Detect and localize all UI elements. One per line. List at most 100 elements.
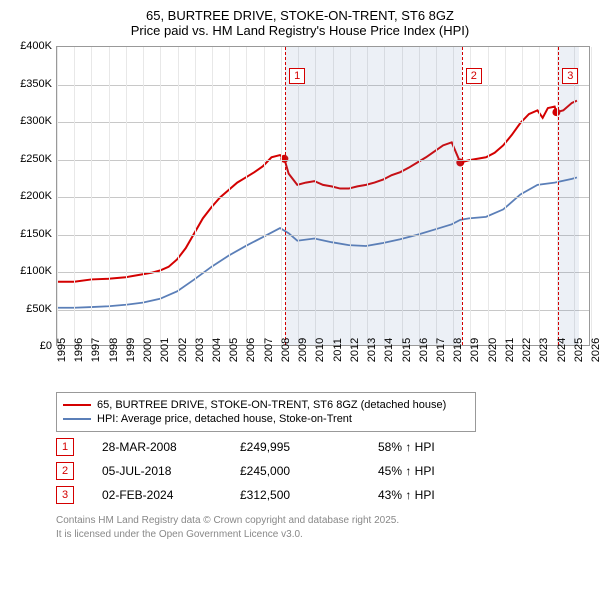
x-tick-label: 2008 <box>280 338 292 362</box>
y-tick-label: £300K <box>20 115 52 127</box>
gridline-vertical <box>591 47 592 345</box>
event-price: £312,500 <box>240 488 350 502</box>
legend-label: HPI: Average price, detached house, Stok… <box>97 413 352 425</box>
y-tick-label: £50K <box>26 303 52 315</box>
gridline-vertical <box>178 47 179 345</box>
gridline-vertical <box>470 47 471 345</box>
event-number-box: 2 <box>56 462 74 480</box>
event-number-box: 3 <box>56 486 74 504</box>
gridline-vertical <box>109 47 110 345</box>
x-tick-label: 2026 <box>590 338 600 362</box>
shaded-band <box>285 47 462 345</box>
event-date: 28-MAR-2008 <box>102 440 212 454</box>
event-row: 1 28-MAR-2008 £249,995 58% ↑ HPI <box>56 438 590 456</box>
event-marker-box: 3 <box>562 68 578 84</box>
footer-attribution: Contains HM Land Registry data © Crown c… <box>56 514 590 541</box>
gridline-vertical <box>505 47 506 345</box>
footer-line2: It is licensed under the Open Government… <box>56 528 590 542</box>
gridline-vertical <box>264 47 265 345</box>
event-delta: 43% ↑ HPI <box>378 488 488 502</box>
x-tick-label: 1995 <box>56 338 68 362</box>
legend-item: HPI: Average price, detached house, Stok… <box>63 413 469 425</box>
event-line <box>462 47 463 345</box>
x-tick-label: 2000 <box>142 338 154 362</box>
gridline-vertical <box>539 47 540 345</box>
gridline-vertical <box>195 47 196 345</box>
title-line2: Price paid vs. HM Land Registry's House … <box>10 23 590 38</box>
event-row: 3 02-FEB-2024 £312,500 43% ↑ HPI <box>56 486 590 504</box>
x-tick-label: 2007 <box>263 338 275 362</box>
gridline-vertical <box>229 47 230 345</box>
gridline-vertical <box>57 47 58 345</box>
x-tick-label: 2016 <box>418 338 430 362</box>
event-date: 02-FEB-2024 <box>102 488 212 502</box>
gridline-vertical <box>126 47 127 345</box>
title-line1: 65, BURTREE DRIVE, STOKE-ON-TRENT, ST6 8… <box>10 8 590 23</box>
gridline-vertical <box>281 47 282 345</box>
x-tick-label: 2010 <box>314 338 326 362</box>
x-axis: 1995199619971998199920002001200220032004… <box>56 346 590 386</box>
gridline-vertical <box>488 47 489 345</box>
y-tick-label: £200K <box>20 190 52 202</box>
x-tick-label: 2018 <box>452 338 464 362</box>
x-tick-label: 2017 <box>435 338 447 362</box>
gridline-vertical <box>143 47 144 345</box>
x-tick-label: 2006 <box>245 338 257 362</box>
event-price: £249,995 <box>240 440 350 454</box>
event-delta: 45% ↑ HPI <box>378 464 488 478</box>
event-line <box>558 47 559 345</box>
x-tick-label: 2012 <box>349 338 361 362</box>
x-tick-label: 1996 <box>73 338 85 362</box>
event-line <box>285 47 286 345</box>
gridline-vertical <box>160 47 161 345</box>
shaded-band <box>558 47 579 345</box>
x-tick-label: 2024 <box>556 338 568 362</box>
events-table: 1 28-MAR-2008 £249,995 58% ↑ HPI 2 05-JUL-201… <box>56 438 590 504</box>
legend-item: 65, BURTREE DRIVE, STOKE-ON-TRENT, ST6 8… <box>63 399 469 411</box>
y-tick-label: £400K <box>20 40 52 52</box>
gridline-vertical <box>246 47 247 345</box>
plot-area: 1 2 3 <box>56 46 590 346</box>
event-delta: 58% ↑ HPI <box>378 440 488 454</box>
gridline-vertical <box>74 47 75 345</box>
gridline-vertical <box>522 47 523 345</box>
x-tick-label: 2021 <box>504 338 516 362</box>
legend-swatch <box>63 418 91 420</box>
event-row: 2 05-JUL-2018 £245,000 45% ↑ HPI <box>56 462 590 480</box>
x-tick-label: 2009 <box>297 338 309 362</box>
x-tick-label: 2001 <box>159 338 171 362</box>
event-number-box: 1 <box>56 438 74 456</box>
x-tick-label: 2004 <box>211 338 223 362</box>
y-axis: £0£50K£100K£150K£200K£250K£300K£350K£400… <box>10 46 56 346</box>
x-tick-label: 2003 <box>194 338 206 362</box>
x-tick-label: 2005 <box>228 338 240 362</box>
y-tick-label: £0 <box>40 340 52 352</box>
x-tick-label: 2022 <box>521 338 533 362</box>
y-tick-label: £250K <box>20 153 52 165</box>
price-chart: £0£50K£100K£150K£200K£250K£300K£350K£400… <box>10 46 590 386</box>
x-tick-label: 1999 <box>125 338 137 362</box>
event-price: £245,000 <box>240 464 350 478</box>
event-marker-box: 2 <box>466 68 482 84</box>
x-tick-label: 2023 <box>538 338 550 362</box>
x-tick-label: 1997 <box>90 338 102 362</box>
x-tick-label: 1998 <box>108 338 120 362</box>
x-tick-label: 2014 <box>383 338 395 362</box>
legend: 65, BURTREE DRIVE, STOKE-ON-TRENT, ST6 8… <box>56 392 476 432</box>
x-tick-label: 2015 <box>401 338 413 362</box>
x-tick-label: 2013 <box>366 338 378 362</box>
x-tick-label: 2002 <box>177 338 189 362</box>
footer-line1: Contains HM Land Registry data © Crown c… <box>56 514 590 528</box>
x-tick-label: 2011 <box>332 338 344 362</box>
y-tick-label: £100K <box>20 265 52 277</box>
legend-swatch <box>63 404 91 406</box>
gridline-vertical <box>91 47 92 345</box>
gridline-vertical <box>212 47 213 345</box>
x-tick-label: 2019 <box>469 338 481 362</box>
legend-label: 65, BURTREE DRIVE, STOKE-ON-TRENT, ST6 8… <box>97 399 446 411</box>
event-date: 05-JUL-2018 <box>102 464 212 478</box>
x-tick-label: 2025 <box>573 338 585 362</box>
event-marker-box: 1 <box>289 68 305 84</box>
y-tick-label: £150K <box>20 228 52 240</box>
x-tick-label: 2020 <box>487 338 499 362</box>
